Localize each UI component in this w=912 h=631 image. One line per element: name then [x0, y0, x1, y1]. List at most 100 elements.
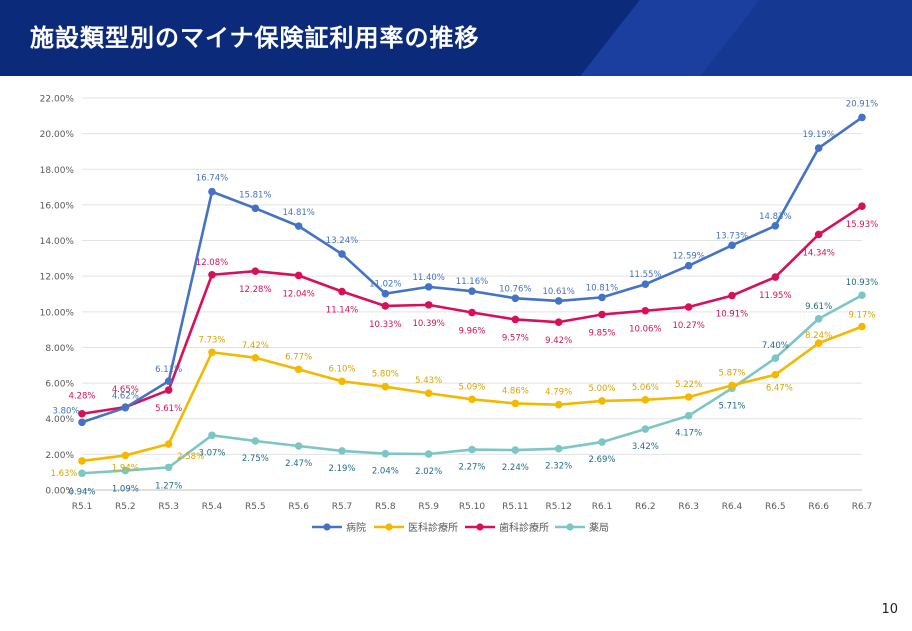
data-point	[511, 294, 520, 303]
data-label: 11.16%	[456, 277, 488, 287]
data-label: 9.17%	[848, 311, 875, 321]
data-label: 5.00%	[588, 384, 615, 394]
page-title: 施設類型別のマイナ保険証利用率の推移	[30, 24, 480, 52]
data-point	[511, 315, 520, 324]
data-label: 4.62%	[112, 392, 139, 402]
data-point	[78, 409, 86, 418]
data-label: 9.96%	[458, 327, 485, 337]
data-label: 11.40%	[412, 273, 444, 283]
data-label: 5.80%	[372, 370, 399, 380]
data-point	[814, 144, 823, 152]
data-point	[641, 306, 650, 315]
data-point	[771, 273, 780, 281]
data-label: 19.19%	[802, 130, 834, 140]
data-label: 11.55%	[629, 270, 661, 280]
data-point	[814, 314, 823, 323]
x-tick-label: R5.4	[202, 502, 223, 512]
data-point	[424, 301, 433, 309]
y-tick-label: 16.00%	[40, 201, 75, 211]
data-label: 6.47%	[766, 384, 793, 394]
data-point	[381, 382, 390, 391]
x-tick-label: R5.12	[546, 502, 572, 512]
data-label: 11.02%	[369, 280, 401, 290]
data-label: 10.81%	[586, 283, 618, 293]
data-label: 16.74%	[196, 174, 228, 184]
data-point	[424, 450, 433, 458]
data-label: 4.86%	[502, 386, 529, 396]
data-label: 7.40%	[762, 341, 789, 351]
data-label: 7.73%	[198, 335, 225, 345]
data-label: 1.27%	[155, 481, 182, 491]
data-point	[121, 451, 130, 460]
data-label: 12.28%	[239, 285, 271, 295]
data-label: 3.07%	[198, 448, 225, 458]
x-tick-label: R6.1	[592, 502, 613, 512]
data-point	[511, 399, 520, 408]
data-label: 9.85%	[588, 328, 615, 338]
line-chart: 0.00% 2.00% 4.00% 6.00% 8.00% 10.00% 12.00% 14.…	[40, 95, 879, 535]
data-point	[338, 447, 346, 455]
page-number: 10	[881, 602, 898, 617]
data-point	[164, 377, 173, 385]
y-tick-label: 22.00%	[40, 95, 75, 105]
x-tick-label: R6.5	[765, 502, 786, 512]
y-tick-label: 0.00%	[45, 487, 74, 497]
data-label: 6.10%	[328, 364, 355, 374]
data-label: 2.04%	[372, 467, 399, 477]
data-point	[511, 446, 520, 454]
data-point	[251, 437, 260, 445]
data-point	[771, 221, 780, 230]
data-label: 8.24%	[805, 331, 832, 341]
data-point	[598, 310, 606, 319]
data-point	[208, 187, 216, 196]
data-label: 10.91%	[716, 310, 748, 320]
data-label: 12.04%	[282, 289, 314, 299]
x-tick-label: R5.1	[72, 502, 93, 512]
data-label: 2.24%	[502, 463, 529, 473]
data-label: 14.34%	[802, 248, 834, 258]
data-point	[684, 261, 693, 270]
data-point	[294, 271, 303, 280]
data-label: 3.42%	[632, 442, 659, 452]
data-label: 15.93%	[846, 220, 878, 230]
data-label: 10.61%	[542, 287, 574, 297]
data-point	[728, 291, 736, 300]
title-bar: 施設類型別のマイナ保険証利用率の推移	[0, 0, 912, 76]
data-label: 5.71%	[718, 401, 745, 411]
data-point	[468, 287, 476, 295]
data-point	[641, 280, 650, 288]
data-point	[208, 270, 216, 279]
data-label: 0.94%	[68, 487, 95, 497]
x-tick-label: R5.9	[418, 502, 439, 512]
legend-marker	[476, 523, 484, 531]
legend-marker	[566, 523, 574, 531]
legend-label: 歯科診療所	[499, 521, 549, 534]
data-label: 1.09%	[112, 485, 139, 495]
data-label: 2.19%	[328, 464, 355, 474]
data-label: 10.39%	[412, 319, 444, 329]
x-tick-label: R5.3	[158, 502, 179, 512]
x-tick-label: R6.6	[808, 502, 829, 512]
data-point	[338, 250, 346, 258]
data-point	[424, 389, 433, 398]
data-point	[381, 289, 390, 298]
data-point	[641, 396, 650, 404]
data-point	[78, 469, 86, 478]
data-point	[424, 283, 433, 291]
data-label: 4.65%	[112, 385, 139, 395]
data-point	[598, 397, 606, 405]
data-point	[164, 386, 173, 394]
data-point	[814, 230, 823, 239]
x-tick-label: R6.4	[722, 502, 743, 512]
y-tick-label: 18.00%	[40, 166, 75, 176]
data-label: 12.59%	[672, 252, 704, 262]
data-point	[121, 466, 130, 475]
data-point	[294, 442, 303, 450]
legend-label: 薬局	[589, 522, 609, 534]
x-tick-label: R5.7	[332, 502, 353, 512]
data-label: 2.75%	[242, 454, 269, 464]
data-label: 5.61%	[155, 404, 182, 414]
data-label: 10.27%	[672, 321, 704, 331]
x-tick-label: R5.10	[459, 502, 486, 512]
data-point	[598, 438, 606, 446]
